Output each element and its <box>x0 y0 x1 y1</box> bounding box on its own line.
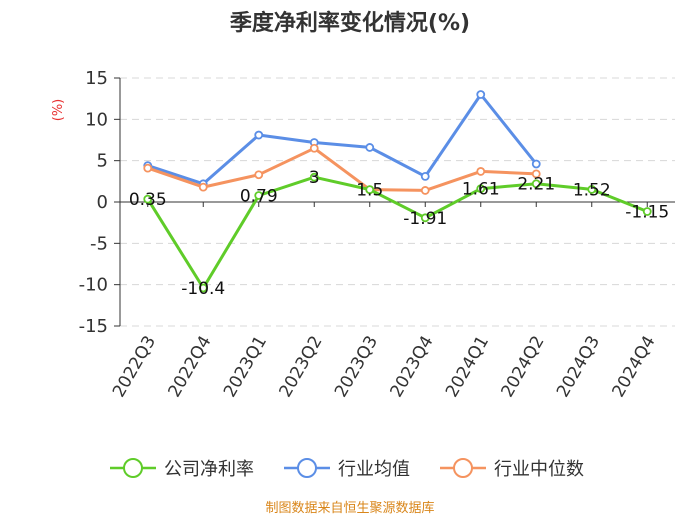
source-note: 制图数据来自恒生聚源数据库 <box>265 500 434 516</box>
legend-marker <box>123 458 143 478</box>
x-axis: 2022Q3 2022Q4 2023Q1 2023Q2 2023Q3 2023Q4 2024… <box>109 201 675 401</box>
data-label: 3 <box>309 168 320 188</box>
point-0-1 <box>198 283 208 293</box>
legend-label: 行业均值 <box>338 459 410 480</box>
point-0-8 <box>587 185 597 194</box>
y-tick-label: -15 <box>79 316 108 337</box>
legend-item-2[interactable]: 行业中位数 <box>440 458 584 480</box>
data-label: 0.35 <box>129 190 167 210</box>
y-tick-label: 10 <box>85 109 108 130</box>
y-tick-label: -5 <box>90 233 108 254</box>
data-label: 1.52 <box>573 180 611 200</box>
point-0-0 <box>143 194 153 204</box>
x-tick-label: 2023Q3 <box>331 333 382 401</box>
point-2-7 <box>531 169 541 179</box>
y-axis: 15 10 5 0 -5 -10 -15 <box>79 68 121 337</box>
point-0-5 <box>420 213 430 223</box>
y-tick-label: 0 <box>97 192 108 213</box>
data-label: -10.4 <box>181 279 225 299</box>
data-label: -1.91 <box>403 209 447 229</box>
x-tick-label: 2023Q1 <box>220 333 271 401</box>
data-label: 1.61 <box>462 180 500 200</box>
chart-title: 季度净利率变化情况(%) <box>230 10 470 36</box>
legend-marker <box>453 458 473 478</box>
y-tick-label: 15 <box>85 68 108 89</box>
x-tick-label: 2022Q4 <box>165 333 216 401</box>
y-axis-unit: (%) <box>51 99 66 122</box>
x-tick-label: 2024Q1 <box>442 333 493 401</box>
y-tick-label: -10 <box>79 275 108 296</box>
point-1-4 <box>365 143 375 152</box>
data-label: 0.79 <box>240 186 278 206</box>
point-0-9 <box>642 207 652 216</box>
y-tick-label: 5 <box>97 151 108 172</box>
x-tick-label: 2023Q2 <box>276 333 327 401</box>
point-2-5 <box>420 186 430 195</box>
point-2-6 <box>476 167 486 176</box>
legend-item-1[interactable]: 行业均值 <box>284 458 410 480</box>
legend[interactable]: 公司净利率 行业均值 行业中位数 <box>110 458 584 480</box>
point-2-1 <box>198 182 208 192</box>
series-line-0 <box>146 175 648 290</box>
point-0-4 <box>365 185 375 195</box>
point-2-3 <box>309 143 319 153</box>
data-labels: 0.35 -10.4 0.79 3 1.5 -1.91 1.61 2.21 1.52 -1.15 <box>129 168 669 299</box>
data-label: 1.5 <box>356 181 383 201</box>
point-0-7 <box>531 179 541 189</box>
point-1-7 <box>531 159 541 169</box>
point-0-6 <box>476 184 486 194</box>
point-0-3 <box>309 172 319 182</box>
legend-label: 公司净利率 <box>164 459 254 480</box>
point-1-6 <box>476 90 486 99</box>
point-1-5 <box>420 171 430 181</box>
legend-item-0[interactable]: 公司净利率 <box>110 458 254 480</box>
x-tick-label: 2023Q4 <box>387 333 438 401</box>
series-line-1 <box>147 93 538 186</box>
series-lines <box>143 90 652 293</box>
grid <box>120 77 675 327</box>
point-2-0 <box>143 163 153 173</box>
x-tick-label: 2024Q4 <box>609 333 660 401</box>
legend-label: 行业中位数 <box>494 459 584 480</box>
x-tick-label: 2022Q3 <box>109 333 160 401</box>
x-tick-label: 2024Q3 <box>553 333 604 401</box>
point-1-2 <box>254 130 264 140</box>
legend-marker <box>297 458 317 478</box>
point-2-2 <box>254 170 264 180</box>
data-label: -1.15 <box>625 203 669 223</box>
x-tick-label: 2024Q2 <box>498 333 549 401</box>
data-label: 2.21 <box>517 175 555 195</box>
point-0-2 <box>254 191 264 200</box>
series-line-2 <box>147 146 537 192</box>
